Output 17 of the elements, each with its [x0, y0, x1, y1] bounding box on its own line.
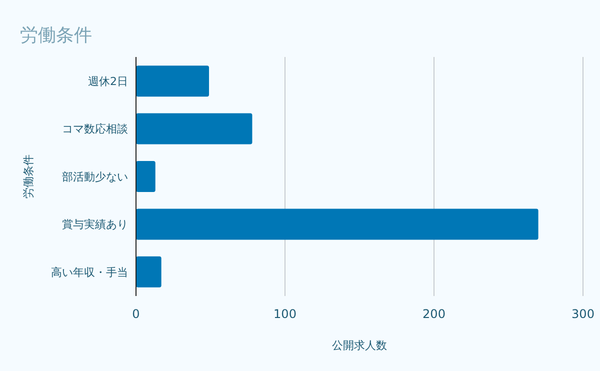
- x-tick-label: 100: [274, 307, 296, 321]
- x-tick-label: 300: [572, 307, 594, 321]
- y-tick-label: 高い年収・手当: [51, 266, 128, 279]
- bar: [136, 160, 156, 192]
- x-tick-label: 0: [132, 307, 140, 321]
- y-tick-label: 賞与実績あり: [62, 218, 128, 232]
- bar: [136, 256, 162, 288]
- x-axis-title: 公開求人数: [332, 339, 387, 352]
- y-axis-title: 労働条件: [22, 154, 35, 198]
- bar: [136, 66, 210, 97]
- chart-title: 労働条件: [20, 25, 92, 46]
- y-tick-label: 部活動少ない: [62, 170, 128, 184]
- bar: [136, 208, 538, 240]
- x-tick-label: 200: [422, 307, 446, 321]
- y-tick-label: コマ数応相談: [62, 122, 128, 136]
- y-tick-label: 週休2日: [88, 74, 128, 88]
- bar: [136, 113, 252, 144]
